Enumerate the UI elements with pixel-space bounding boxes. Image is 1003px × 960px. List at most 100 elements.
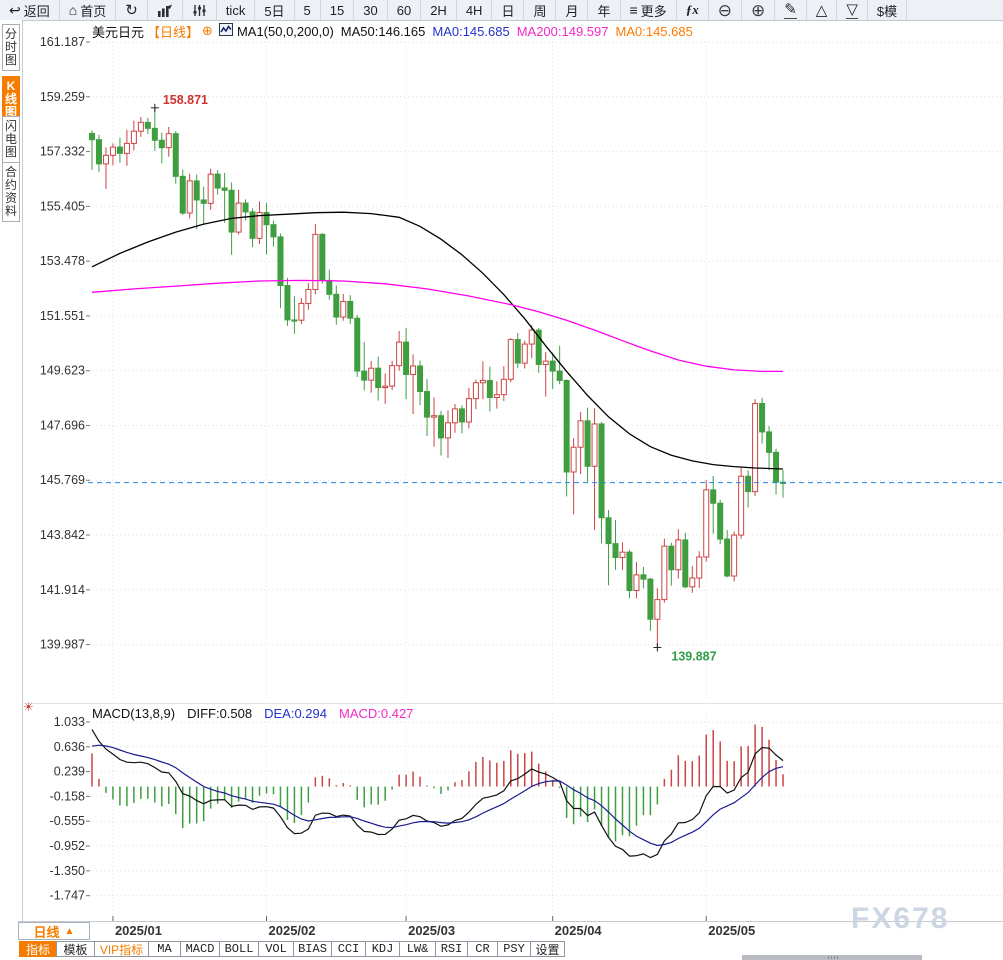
toolbar-period-month-button[interactable]: 月 xyxy=(556,0,589,20)
ma0-value-orange: MA0:145.685 xyxy=(615,23,693,39)
indicator-tab-ma[interactable]: MA xyxy=(148,941,181,957)
ma200-line xyxy=(91,279,783,373)
toolbar-home-button[interactable]: ⌂ 首页 xyxy=(60,0,117,20)
toolbar-draw-button[interactable]: ✎ xyxy=(775,0,807,20)
macd-series xyxy=(91,724,784,859)
indicator-tab-psy[interactable]: PSY xyxy=(497,941,531,957)
add-circle-icon[interactable]: ⊕ xyxy=(202,23,213,38)
macd-y-tick: -1.350 xyxy=(50,864,85,878)
sidebar-tab-time-chart[interactable]: 分时图 xyxy=(2,24,20,71)
macd-y-tick: -0.158 xyxy=(50,789,85,803)
toolbar-period-month-label: 月 xyxy=(565,3,579,19)
toolbar-more-button[interactable]: ≡ 更多 xyxy=(621,0,677,20)
indicator-tab-vol[interactable]: VOL xyxy=(258,941,294,957)
draw-icon: ✎ xyxy=(784,0,797,19)
indicator-tab-bias[interactable]: BIAS xyxy=(293,941,332,957)
x-axis-month-label: 2025/01 xyxy=(115,923,162,938)
indicator-tab-macd[interactable]: MACD xyxy=(180,941,220,957)
scrollbar-grip xyxy=(828,956,838,959)
toolbar-template-button[interactable]: $模 xyxy=(868,0,908,20)
indicator-tab-vip指标[interactable]: VIP指标 xyxy=(94,941,149,957)
indicator-settings-sun-icon[interactable]: ☀ xyxy=(23,700,34,714)
toolbar-zoom-in-button[interactable]: ⊕ xyxy=(742,0,776,20)
y-axis-tick: 141.914 xyxy=(40,583,85,597)
indicator-tab-kdj[interactable]: KDJ xyxy=(365,941,400,957)
indicator-tab-boll[interactable]: BOLL xyxy=(219,941,259,957)
toolbar-zoom-out-button[interactable]: ⊖ xyxy=(709,0,742,20)
indicator-tab-模板[interactable]: 模板 xyxy=(56,941,95,957)
timeframe-label: 【日线】 xyxy=(147,24,200,40)
indicator-tab-设置[interactable]: 设置 xyxy=(530,941,565,957)
toolbar-period-60-button[interactable]: 60 xyxy=(388,0,422,20)
ma50-value: MA50:146.165 xyxy=(340,23,426,39)
horizontal-scrollbar[interactable] xyxy=(742,955,922,960)
axis-labels: 161.187 159.259 157.332 155.405 153.478 151.5… xyxy=(40,35,755,938)
toolbar-triangle-up-button[interactable]: △ xyxy=(807,0,838,20)
zoom-in-icon: ⊕ xyxy=(750,0,766,20)
y-axis-tick: 159.259 xyxy=(40,90,85,104)
more-icon: ≡ xyxy=(629,2,638,18)
macd-y-tick: 0.239 xyxy=(54,765,85,779)
toolbar-period-30-button[interactable]: 30 xyxy=(354,0,388,20)
toolbar-tick-button[interactable]: tick xyxy=(217,0,256,20)
toolbar-fx-functions-button[interactable]: ƒx xyxy=(677,0,709,20)
toolbar-period-week-button[interactable]: 周 xyxy=(524,0,557,20)
indicator-tab-rsi[interactable]: RSI xyxy=(435,941,468,957)
high-price-annotation: 158.871 xyxy=(163,93,208,107)
toolbar-period-30-label: 30 xyxy=(363,2,378,18)
sidebar-tab-flash-chart[interactable]: 闪电图 xyxy=(2,116,20,163)
toolbar-period-4h-label: 4H xyxy=(465,2,483,18)
indicator-tab-bar: 指标 模板 VIP指标 MA MACD BOLL VOL BIAS CCI KDJ LW& RSI CR… xyxy=(19,941,565,957)
toolbar-refresh-button[interactable]: ↻ xyxy=(116,0,148,20)
triangle-down-icon: ▽ xyxy=(846,0,858,19)
toolbar-triangle-down-button[interactable]: ▽ xyxy=(837,0,868,20)
toolbar-equalizer-button[interactable] xyxy=(183,0,217,20)
macd-y-tick: -1.747 xyxy=(50,889,85,903)
ma200-value: MA200:149.597 xyxy=(516,23,609,39)
toolbar-bar-chart-button[interactable] xyxy=(148,0,183,20)
y-axis-tick: 155.405 xyxy=(40,199,85,213)
toolbar-period-15-button[interactable]: 15 xyxy=(321,0,355,20)
toolbar-period-day-button[interactable]: 日 xyxy=(492,0,525,20)
toolbar-period-2h-button[interactable]: 2H xyxy=(421,0,457,20)
macd-y-tick: -0.952 xyxy=(50,839,85,853)
ma50-line xyxy=(91,211,784,470)
x-axis-month-label: 2025/05 xyxy=(708,923,755,938)
toolbar-period-4h-button[interactable]: 4H xyxy=(457,0,493,20)
toolbar-period-5-button[interactable]: 5 xyxy=(295,0,321,20)
low-price-annotation: 139.887 xyxy=(671,649,716,663)
toolbar-home-label: 首页 xyxy=(80,3,107,19)
equalizer-icon xyxy=(192,4,207,17)
indicator-tab-cr[interactable]: CR xyxy=(467,941,498,957)
chart-header: 美元日元 【日线】 ⊕ MA1(50,0,200,0) MA50:146.165… xyxy=(92,23,700,40)
indicator-tab-指标[interactable]: 指标 xyxy=(19,941,57,957)
y-axis-tick: 145.769 xyxy=(40,473,85,487)
indicator-tab-cci[interactable]: CCI xyxy=(331,941,366,957)
toolbar-period-day-label: 日 xyxy=(501,3,515,19)
ma-settings: MA1(50,0,200,0) xyxy=(236,23,334,39)
toolbar-period-5d-button[interactable]: 5日 xyxy=(255,0,295,20)
y-axis-tick: 147.696 xyxy=(40,418,85,432)
macd-dea-line xyxy=(91,744,784,847)
macd-y-tick: -0.555 xyxy=(50,814,85,828)
bar-chart-icon xyxy=(157,4,173,17)
macd-y-tick: 0.636 xyxy=(54,740,85,754)
triangle-up-icon: △ xyxy=(815,1,828,19)
toolbar-back-button[interactable]: ↩ 返回 xyxy=(0,0,60,20)
home-icon: ⌂ xyxy=(68,2,78,18)
y-axis-tick: 143.842 xyxy=(40,528,85,542)
period-selector[interactable]: 日线 ▲ xyxy=(18,922,90,940)
y-axis-tick: 157.332 xyxy=(40,145,85,159)
sidebar-tab-contract-info[interactable]: 合约资料 xyxy=(2,162,20,222)
top-toolbar: ↩ 返回 ⌂ 首页 ↻ tick 5日 5 15 30 60 2H 4H 日周月年 ≡ 更多 ƒx ⊖ ⊕ ✎ △ ▽ $模 xyxy=(0,0,1003,21)
macd-diff-line xyxy=(91,729,784,859)
toolbar-more-label: 更多 xyxy=(640,3,667,19)
y-axis-tick: 139.987 xyxy=(40,638,85,652)
macd-dea-value: DEA:0.294 xyxy=(264,706,327,721)
y-axis-tick: 151.551 xyxy=(40,309,85,323)
toolbar-period-year-button[interactable]: 年 xyxy=(588,0,621,20)
indicator-tab-lw[interactable]: LW& xyxy=(399,941,436,957)
panel-separator xyxy=(22,703,1003,704)
